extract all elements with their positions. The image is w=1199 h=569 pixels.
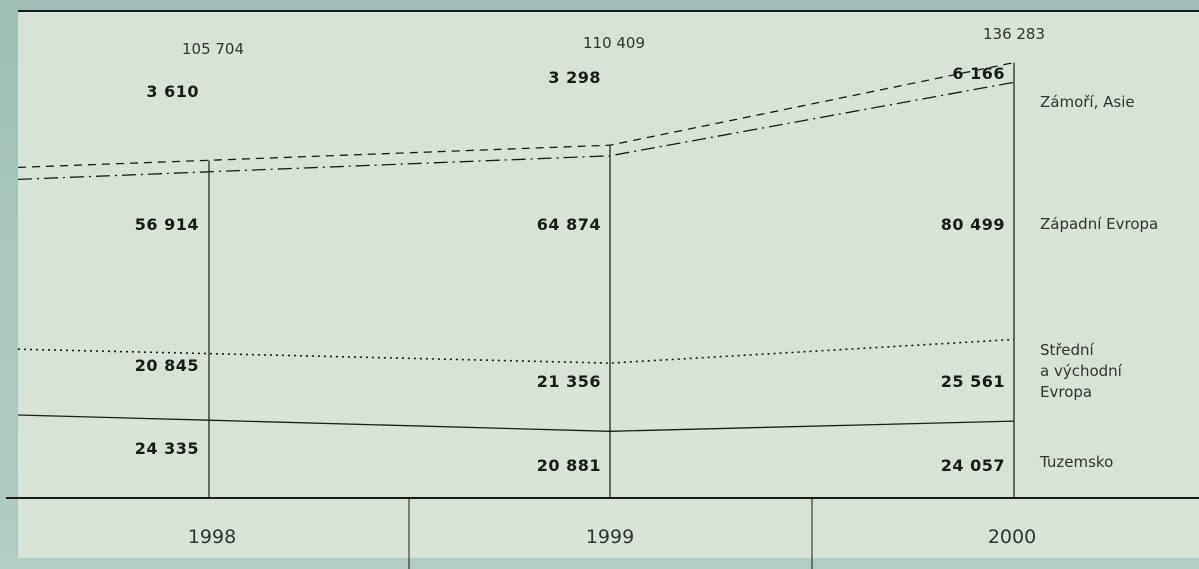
value-label-asia-1998: 3 610: [146, 82, 199, 101]
year-label-1999: 1999: [586, 526, 634, 548]
value-label-cee-1999: 21 356: [537, 372, 601, 391]
region-label-cee-line1: Střední: [1040, 341, 1094, 359]
series-line-1: [17, 414, 1015, 432]
total-line: [17, 61, 1015, 169]
region-label-asia: Zámoří, Asie: [1040, 93, 1135, 111]
value-label-dom-2000: 24 057: [941, 456, 1005, 475]
region-label-west: Západní Evropa: [1040, 215, 1158, 233]
plot-panel: [18, 11, 1199, 498]
total-label-2000: 136 283: [983, 25, 1045, 43]
year-label-1998: 1998: [188, 526, 236, 548]
value-label-dom-1998: 24 335: [135, 439, 199, 458]
region-label-cee-line2: a východní: [1040, 362, 1123, 380]
year-label-2000: 2000: [988, 526, 1036, 548]
total-label-1998: 105 704: [182, 40, 244, 58]
value-label-west-2000: 80 499: [941, 215, 1005, 234]
value-label-west-1998: 56 914: [135, 215, 199, 234]
region-label-dom: Tuzemsko: [1039, 453, 1113, 471]
value-label-dom-1999: 20 881: [537, 456, 601, 475]
value-label-cee-1998: 20 845: [135, 356, 199, 375]
value-label-asia-2000: 6 166: [952, 64, 1005, 83]
year-axis-panel: [18, 498, 1199, 558]
value-label-west-1999: 64 874: [537, 215, 601, 234]
series-line-3: [17, 81, 1015, 181]
value-label-asia-1999: 3 298: [548, 68, 601, 87]
total-label-1999: 110 409: [583, 34, 645, 52]
region-label-cee-line3: Evropa: [1040, 383, 1092, 401]
series-line-2: [17, 338, 1015, 364]
value-label-cee-2000: 25 561: [941, 372, 1005, 391]
